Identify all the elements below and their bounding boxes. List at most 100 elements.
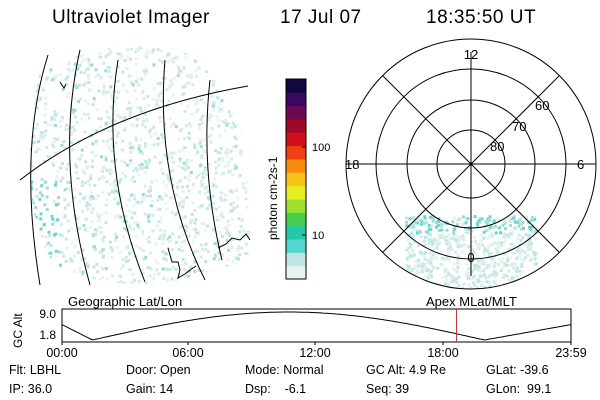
emission-pixel — [515, 226, 519, 230]
emission-pixel — [55, 75, 58, 79]
emission-pixel — [408, 270, 412, 274]
emission-pixel — [406, 277, 410, 281]
emission-pixel — [170, 177, 174, 181]
emission-pixel — [230, 49, 233, 53]
emission-pixel — [181, 166, 185, 170]
emission-pixel — [169, 240, 172, 244]
emission-pixel — [422, 243, 426, 247]
emission-pixel — [133, 180, 137, 184]
emission-pixel — [416, 218, 419, 222]
emission-pixel — [431, 264, 435, 268]
emission-pixel — [248, 112, 250, 116]
emission-pixel — [513, 290, 516, 293]
emission-pixel — [465, 275, 469, 279]
emission-pixel — [413, 272, 417, 276]
emission-pixel — [185, 45, 189, 48]
emission-pixel — [472, 275, 476, 279]
emission-pixel — [478, 274, 482, 278]
emission-pixel — [73, 128, 77, 132]
emission-pixel — [150, 200, 154, 203]
emission-pixel — [513, 252, 517, 256]
emission-pixel — [446, 249, 450, 253]
emission-pixel — [202, 101, 206, 104]
emission-pixel — [232, 285, 235, 288]
emission-pixel — [431, 217, 435, 221]
emission-pixel — [110, 149, 114, 153]
emission-pixel — [229, 91, 233, 95]
emission-pixel — [110, 170, 114, 174]
emission-pixel — [200, 121, 204, 125]
emission-pixel — [159, 49, 163, 53]
emission-pixel — [528, 233, 532, 237]
emission-pixel — [62, 254, 66, 258]
emission-pixel — [519, 288, 523, 289]
emission-pixel — [476, 223, 479, 227]
emission-pixel — [534, 229, 538, 233]
emission-pixel — [212, 104, 216, 108]
emission-pixel — [513, 284, 517, 288]
emission-pixel — [489, 225, 493, 229]
emission-pixel — [466, 217, 470, 221]
emission-pixel — [117, 45, 121, 47]
emission-pixel — [471, 248, 475, 252]
emission-pixel — [153, 155, 157, 159]
emission-pixel — [99, 230, 103, 234]
emission-pixel — [431, 253, 435, 257]
emission-pixel — [104, 221, 108, 225]
emission-pixel — [447, 247, 450, 251]
emission-pixel — [37, 99, 41, 102]
emission-pixel — [181, 85, 185, 89]
emission-pixel — [215, 115, 219, 119]
emission-pixel — [32, 277, 36, 281]
emission-pixel — [195, 68, 198, 72]
emission-pixel — [168, 117, 172, 121]
emission-pixel — [180, 185, 184, 189]
emission-pixel — [54, 249, 58, 253]
mlat-label-80: 80 — [490, 139, 504, 154]
emission-pixel — [407, 238, 410, 242]
emission-pixel — [515, 275, 519, 278]
emission-pixel — [40, 184, 44, 188]
emission-pixel — [128, 57, 132, 61]
emission-pixel — [144, 255, 148, 259]
emission-pixel — [76, 67, 80, 71]
mlt-label-6: 6 — [577, 157, 584, 172]
geo-longitude-status: GLon: 99.1 — [486, 382, 552, 396]
emission-pixel — [529, 244, 533, 248]
emission-pixel — [107, 53, 111, 57]
emission-pixel — [77, 227, 81, 231]
emission-pixel — [488, 273, 492, 277]
emission-pixel — [164, 201, 168, 205]
emission-pixel — [65, 281, 69, 284]
emission-pixel — [502, 219, 506, 223]
emission-pixel — [31, 201, 35, 205]
emission-pixel — [136, 221, 140, 225]
emission-pixel — [55, 59, 58, 62]
emission-pixel — [437, 237, 441, 241]
emission-pixel — [525, 216, 528, 220]
emission-pixel — [43, 253, 47, 257]
emission-pixel — [473, 283, 477, 287]
emission-pixel — [427, 238, 431, 242]
emission-pixel — [171, 183, 175, 187]
emission-pixel — [134, 167, 138, 171]
emission-pixel — [35, 89, 39, 93]
emission-pixel — [97, 214, 101, 218]
emission-pixel — [416, 221, 420, 225]
emission-pixel — [203, 191, 207, 195]
emission-pixel — [181, 258, 185, 261]
emission-pixel — [65, 95, 69, 99]
emission-pixel — [49, 244, 53, 248]
emission-pixel — [479, 233, 483, 237]
emission-pixel — [86, 207, 90, 211]
emission-pixel — [49, 251, 53, 255]
emission-pixel — [124, 220, 128, 223]
emission-pixel — [71, 108, 75, 112]
emission-pixel — [497, 245, 501, 249]
emission-pixel — [72, 97, 76, 101]
emission-pixel — [220, 211, 224, 215]
emission-pixel — [47, 283, 51, 284]
emission-pixel — [247, 277, 250, 281]
emission-pixel — [94, 197, 98, 201]
emission-pixel — [415, 231, 419, 235]
